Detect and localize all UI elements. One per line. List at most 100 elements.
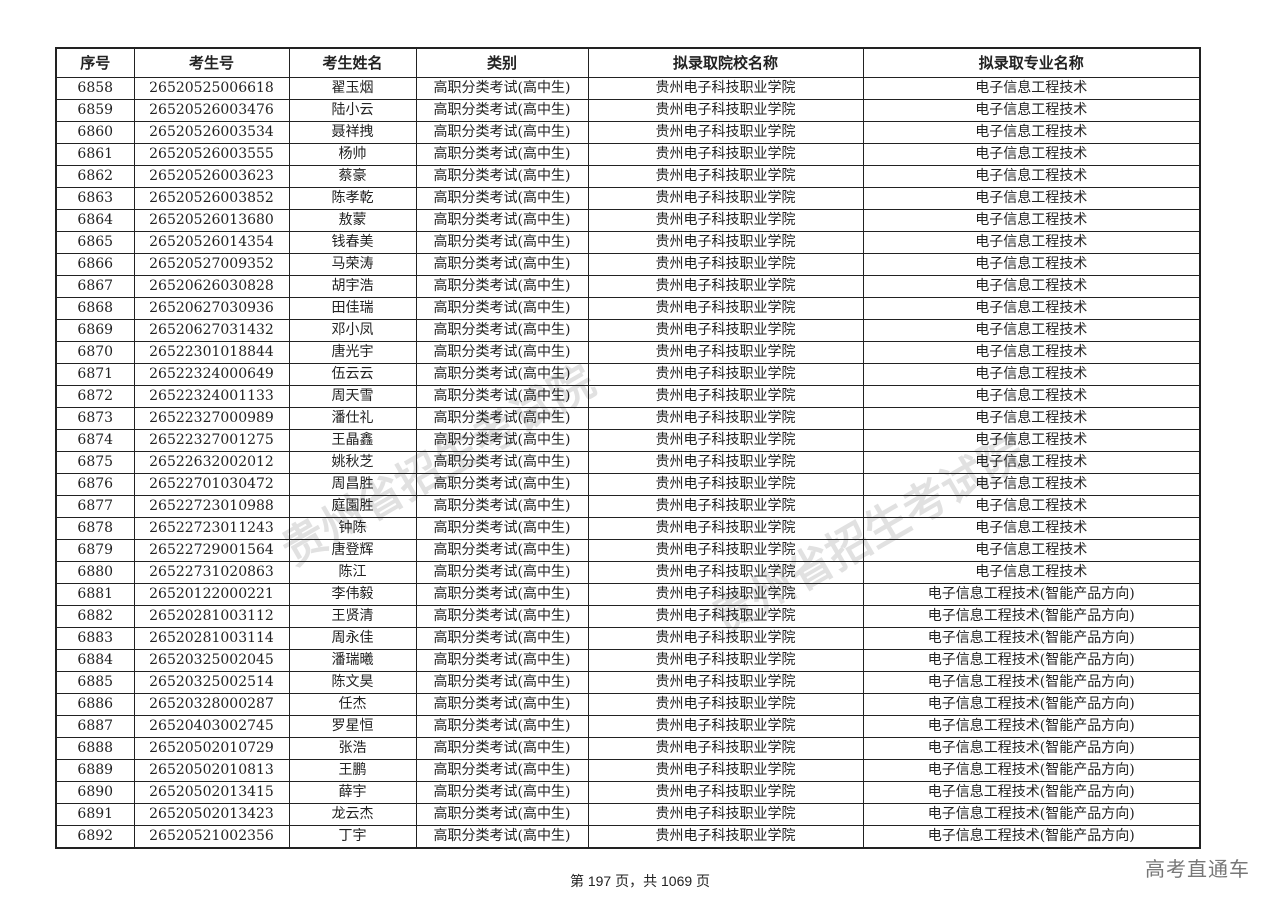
cell-category: 高职分类考试(高中生) bbox=[415, 473, 589, 496]
table-row: 6872 26522324001133 周天雪 高职分类考试(高中生) 贵州电子科技职业… bbox=[55, 385, 1201, 408]
cell-school: 贵州电子科技职业学院 bbox=[587, 187, 864, 210]
table-row: 6880 26522731020863 陈江 高职分类考试(高中生) 贵州电子科技职业学… bbox=[55, 561, 1201, 584]
table-row: 6866 26520527009352 马荣涛 高职分类考试(高中生) 贵州电子科技职业… bbox=[55, 253, 1201, 276]
cell-category: 高职分类考试(高中生) bbox=[415, 165, 589, 188]
cell-major: 电子信息工程技术 bbox=[862, 385, 1201, 408]
cell-category: 高职分类考试(高中生) bbox=[415, 759, 589, 782]
cell-category: 高职分类考试(高中生) bbox=[415, 341, 589, 364]
cell-school: 贵州电子科技职业学院 bbox=[587, 759, 864, 782]
cell-category: 高职分类考试(高中生) bbox=[415, 583, 589, 606]
cell-name: 王贤清 bbox=[288, 605, 417, 628]
cell-school: 贵州电子科技职业学院 bbox=[587, 803, 864, 826]
cell-index: 6865 bbox=[55, 231, 135, 254]
cell-index: 6874 bbox=[55, 429, 135, 452]
cell-major: 电子信息工程技术 bbox=[862, 77, 1201, 100]
cell-name: 钟陈 bbox=[288, 517, 417, 540]
table-row: 6873 26522327000989 潘仕礼 高职分类考试(高中生) 贵州电子科技职业… bbox=[55, 407, 1201, 430]
cell-exam-id: 26520122000221 bbox=[133, 583, 290, 606]
cell-category: 高职分类考试(高中生) bbox=[415, 231, 589, 254]
cell-index: 6863 bbox=[55, 187, 135, 210]
cell-major: 电子信息工程技术(智能产品方向) bbox=[862, 803, 1201, 826]
cell-index: 6888 bbox=[55, 737, 135, 760]
cell-category: 高职分类考试(高中生) bbox=[415, 495, 589, 518]
cell-exam-id: 26520527009352 bbox=[133, 253, 290, 276]
cell-category: 高职分类考试(高中生) bbox=[415, 539, 589, 562]
cell-category: 高职分类考试(高中生) bbox=[415, 605, 589, 628]
cell-name: 邓小凤 bbox=[288, 319, 417, 342]
cell-exam-id: 26520502013423 bbox=[133, 803, 290, 826]
cell-index: 6878 bbox=[55, 517, 135, 540]
header-index: 序号 bbox=[55, 47, 135, 78]
cell-name: 龙云杰 bbox=[288, 803, 417, 826]
cell-category: 高职分类考试(高中生) bbox=[415, 693, 589, 716]
cell-exam-id: 26522327001275 bbox=[133, 429, 290, 452]
cell-major: 电子信息工程技术 bbox=[862, 209, 1201, 232]
table-row: 6865 26520526014354 钱春美 高职分类考试(高中生) 贵州电子科技职业… bbox=[55, 231, 1201, 254]
cell-major: 电子信息工程技术(智能产品方向) bbox=[862, 781, 1201, 804]
cell-school: 贵州电子科技职业学院 bbox=[587, 561, 864, 584]
cell-category: 高职分类考试(高中生) bbox=[415, 671, 589, 694]
cell-exam-id: 26522632002012 bbox=[133, 451, 290, 474]
cell-school: 贵州电子科技职业学院 bbox=[587, 737, 864, 760]
cell-school: 贵州电子科技职业学院 bbox=[587, 341, 864, 364]
cell-exam-id: 26520526003555 bbox=[133, 143, 290, 166]
cell-name: 任杰 bbox=[288, 693, 417, 716]
cell-major: 电子信息工程技术 bbox=[862, 539, 1201, 562]
table-row: 6883 26520281003114 周永佳 高职分类考试(高中生) 贵州电子科技职业… bbox=[55, 627, 1201, 650]
cell-index: 6886 bbox=[55, 693, 135, 716]
cell-school: 贵州电子科技职业学院 bbox=[587, 253, 864, 276]
cell-name: 钱春美 bbox=[288, 231, 417, 254]
cell-name: 陈文昊 bbox=[288, 671, 417, 694]
cell-major: 电子信息工程技术 bbox=[862, 473, 1201, 496]
cell-category: 高职分类考试(高中生) bbox=[415, 121, 589, 144]
table-row: 6869 26520627031432 邓小凤 高职分类考试(高中生) 贵州电子科技职业… bbox=[55, 319, 1201, 342]
cell-name: 蔡豪 bbox=[288, 165, 417, 188]
cell-category: 高职分类考试(高中生) bbox=[415, 715, 589, 738]
cell-major: 电子信息工程技术 bbox=[862, 275, 1201, 298]
cell-index: 6892 bbox=[55, 825, 135, 849]
table-row: 6861 26520526003555 杨帅 高职分类考试(高中生) 贵州电子科技职业学… bbox=[55, 143, 1201, 166]
cell-category: 高职分类考试(高中生) bbox=[415, 803, 589, 826]
cell-index: 6862 bbox=[55, 165, 135, 188]
cell-major: 电子信息工程技术 bbox=[862, 253, 1201, 276]
cell-major: 电子信息工程技术 bbox=[862, 561, 1201, 584]
admission-table: 序号 考生号 考生姓名 类别 拟录取院校名称 拟录取专业名称 6858 26520… bbox=[55, 47, 1201, 849]
cell-exam-id: 26520281003114 bbox=[133, 627, 290, 650]
cell-major: 电子信息工程技术 bbox=[862, 495, 1201, 518]
cell-school: 贵州电子科技职业学院 bbox=[587, 649, 864, 672]
cell-name: 周昌胜 bbox=[288, 473, 417, 496]
cell-name: 翟玉烟 bbox=[288, 77, 417, 100]
cell-major: 电子信息工程技术(智能产品方向) bbox=[862, 759, 1201, 782]
cell-category: 高职分类考试(高中生) bbox=[415, 187, 589, 210]
cell-name: 聂祥拽 bbox=[288, 121, 417, 144]
cell-major: 电子信息工程技术 bbox=[862, 363, 1201, 386]
cell-category: 高职分类考试(高中生) bbox=[415, 297, 589, 320]
cell-index: 6861 bbox=[55, 143, 135, 166]
cell-name: 陈江 bbox=[288, 561, 417, 584]
cell-major: 电子信息工程技术(智能产品方向) bbox=[862, 605, 1201, 628]
cell-name: 敖蒙 bbox=[288, 209, 417, 232]
cell-exam-id: 26520526003623 bbox=[133, 165, 290, 188]
cell-exam-id: 26522324000649 bbox=[133, 363, 290, 386]
cell-school: 贵州电子科技职业学院 bbox=[587, 385, 864, 408]
cell-major: 电子信息工程技术(智能产品方向) bbox=[862, 583, 1201, 606]
cell-major: 电子信息工程技术(智能产品方向) bbox=[862, 627, 1201, 650]
cell-index: 6890 bbox=[55, 781, 135, 804]
table-row: 6868 26520627030936 田佳瑞 高职分类考试(高中生) 贵州电子科技职业… bbox=[55, 297, 1201, 320]
table-row: 6860 26520526003534 聂祥拽 高职分类考试(高中生) 贵州电子科技职业… bbox=[55, 121, 1201, 144]
cell-major: 电子信息工程技术 bbox=[862, 407, 1201, 430]
cell-name: 薛宇 bbox=[288, 781, 417, 804]
cell-category: 高职分类考试(高中生) bbox=[415, 143, 589, 166]
cell-category: 高职分类考试(高中生) bbox=[415, 517, 589, 540]
cell-category: 高职分类考试(高中生) bbox=[415, 429, 589, 452]
table-row: 6862 26520526003623 蔡豪 高职分类考试(高中生) 贵州电子科技职业学… bbox=[55, 165, 1201, 188]
cell-category: 高职分类考试(高中生) bbox=[415, 825, 589, 849]
cell-name: 周永佳 bbox=[288, 627, 417, 650]
cell-name: 陈孝乾 bbox=[288, 187, 417, 210]
cell-index: 6867 bbox=[55, 275, 135, 298]
cell-category: 高职分类考试(高中生) bbox=[415, 99, 589, 122]
cell-category: 高职分类考试(高中生) bbox=[415, 77, 589, 100]
cell-school: 贵州电子科技职业学院 bbox=[587, 583, 864, 606]
cell-major: 电子信息工程技术 bbox=[862, 121, 1201, 144]
cell-school: 贵州电子科技职业学院 bbox=[587, 407, 864, 430]
